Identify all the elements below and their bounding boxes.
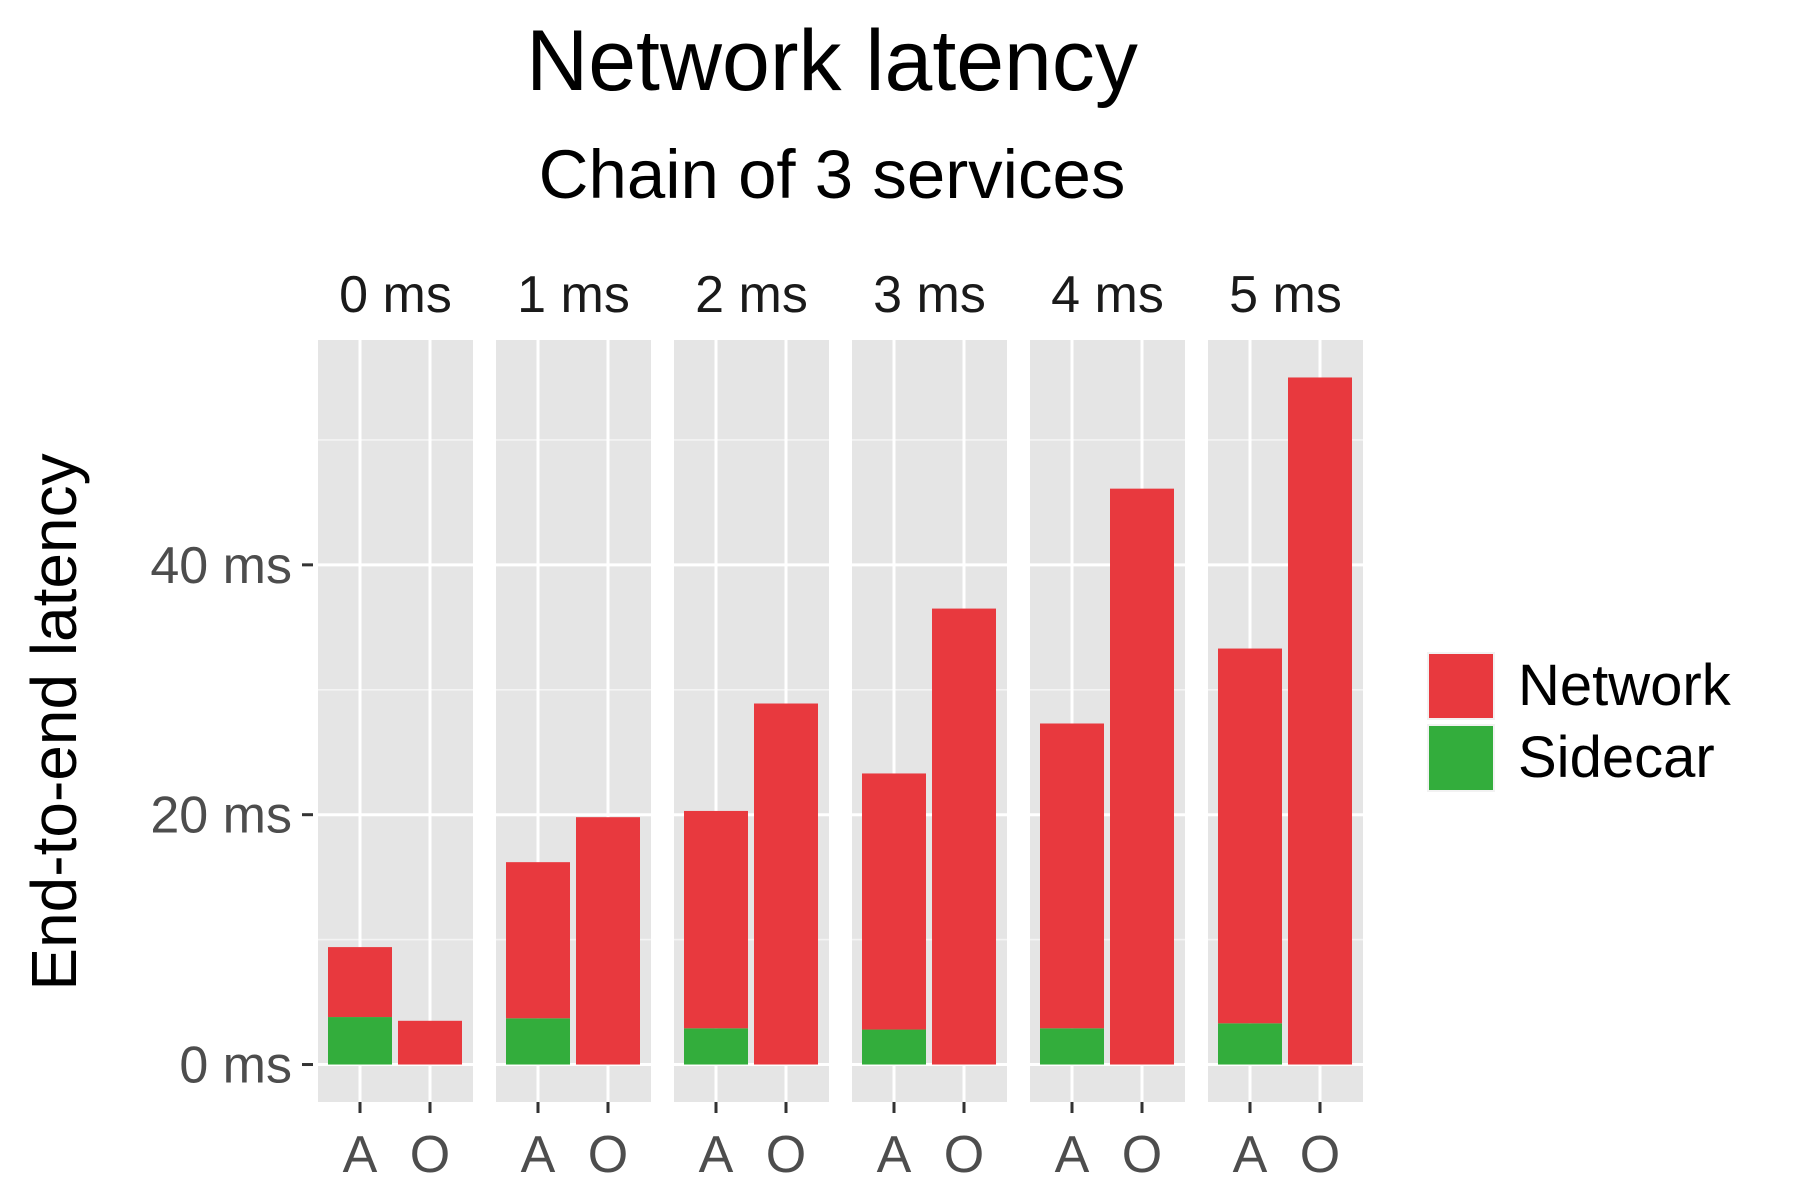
- legend-swatch-sidecar: [1429, 726, 1493, 790]
- bar-sidecar: [862, 1029, 926, 1065]
- facet-strip-label: 5 ms: [1229, 266, 1342, 324]
- x-tick-label: A: [1055, 1126, 1090, 1184]
- x-tick-label: O: [944, 1126, 984, 1184]
- facet-panel: 2 ms A O: [674, 266, 829, 1184]
- bar-network: [398, 1020, 462, 1065]
- bar-network: [1288, 377, 1352, 1065]
- y-tick-label: 0 ms: [179, 1037, 292, 1095]
- bar-network: [1110, 488, 1174, 1065]
- chart-title: Network latency: [526, 13, 1138, 109]
- y-tick-label: 40 ms: [150, 537, 292, 595]
- bar-sidecar: [506, 1018, 570, 1065]
- y-axis-label: End-to-end latency: [18, 453, 90, 990]
- bar-sidecar: [328, 1017, 392, 1065]
- facet-strip-label: 0 ms: [339, 266, 452, 324]
- bar-sidecar: [684, 1028, 748, 1065]
- bar-network: [328, 947, 392, 1018]
- bar-network: [862, 773, 926, 1030]
- legend-label-network: Network: [1518, 653, 1732, 718]
- bar-network: [684, 810, 748, 1029]
- x-tick-label: A: [521, 1126, 556, 1184]
- y-tick-label: 20 ms: [150, 787, 292, 845]
- x-tick-label: A: [343, 1126, 378, 1184]
- facet-panel: 0 ms A O: [318, 266, 473, 1184]
- x-tick-label: A: [1233, 1126, 1268, 1184]
- bar-network: [932, 608, 996, 1065]
- x-tick-label: A: [699, 1126, 734, 1184]
- bar-network: [576, 817, 640, 1065]
- bar-network: [754, 703, 818, 1065]
- x-tick-label: O: [1300, 1126, 1340, 1184]
- facet-strip-label: 1 ms: [517, 266, 630, 324]
- legend-label-sidecar: Sidecar: [1518, 725, 1715, 790]
- chart-subtitle: Chain of 3 services: [539, 136, 1126, 213]
- facet-panels: 0 msA O1 msA O2 msA O3 msA O4 msA O5 msA O: [318, 266, 1363, 1184]
- facet-strip-label: 4 ms: [1051, 266, 1164, 324]
- bar-network: [506, 862, 570, 1019]
- facet-panel: 3 ms A O: [852, 266, 1007, 1184]
- facet-strip-label: 3 ms: [873, 266, 986, 324]
- x-tick-label: A: [877, 1126, 912, 1184]
- facet-strip-label: 2 ms: [695, 266, 808, 324]
- facet-panel: 1 ms A O: [496, 266, 651, 1184]
- legend: Network Sidecar: [1427, 652, 1732, 792]
- y-axis: 0 ms 20 ms 40 ms: [150, 537, 313, 1095]
- bar-sidecar: [1040, 1028, 1104, 1065]
- x-tick-label: O: [410, 1126, 450, 1184]
- facet-panel: 5 ms A O: [1208, 266, 1363, 1184]
- facet-panel: 4 ms A O: [1030, 266, 1185, 1184]
- bar-sidecar: [1218, 1023, 1282, 1065]
- bar-network: [1040, 723, 1104, 1029]
- legend-swatch-network: [1429, 654, 1493, 718]
- x-tick-label: O: [1122, 1126, 1162, 1184]
- x-tick-label: O: [766, 1126, 806, 1184]
- bar-network: [1218, 648, 1282, 1024]
- x-tick-label: O: [588, 1126, 628, 1184]
